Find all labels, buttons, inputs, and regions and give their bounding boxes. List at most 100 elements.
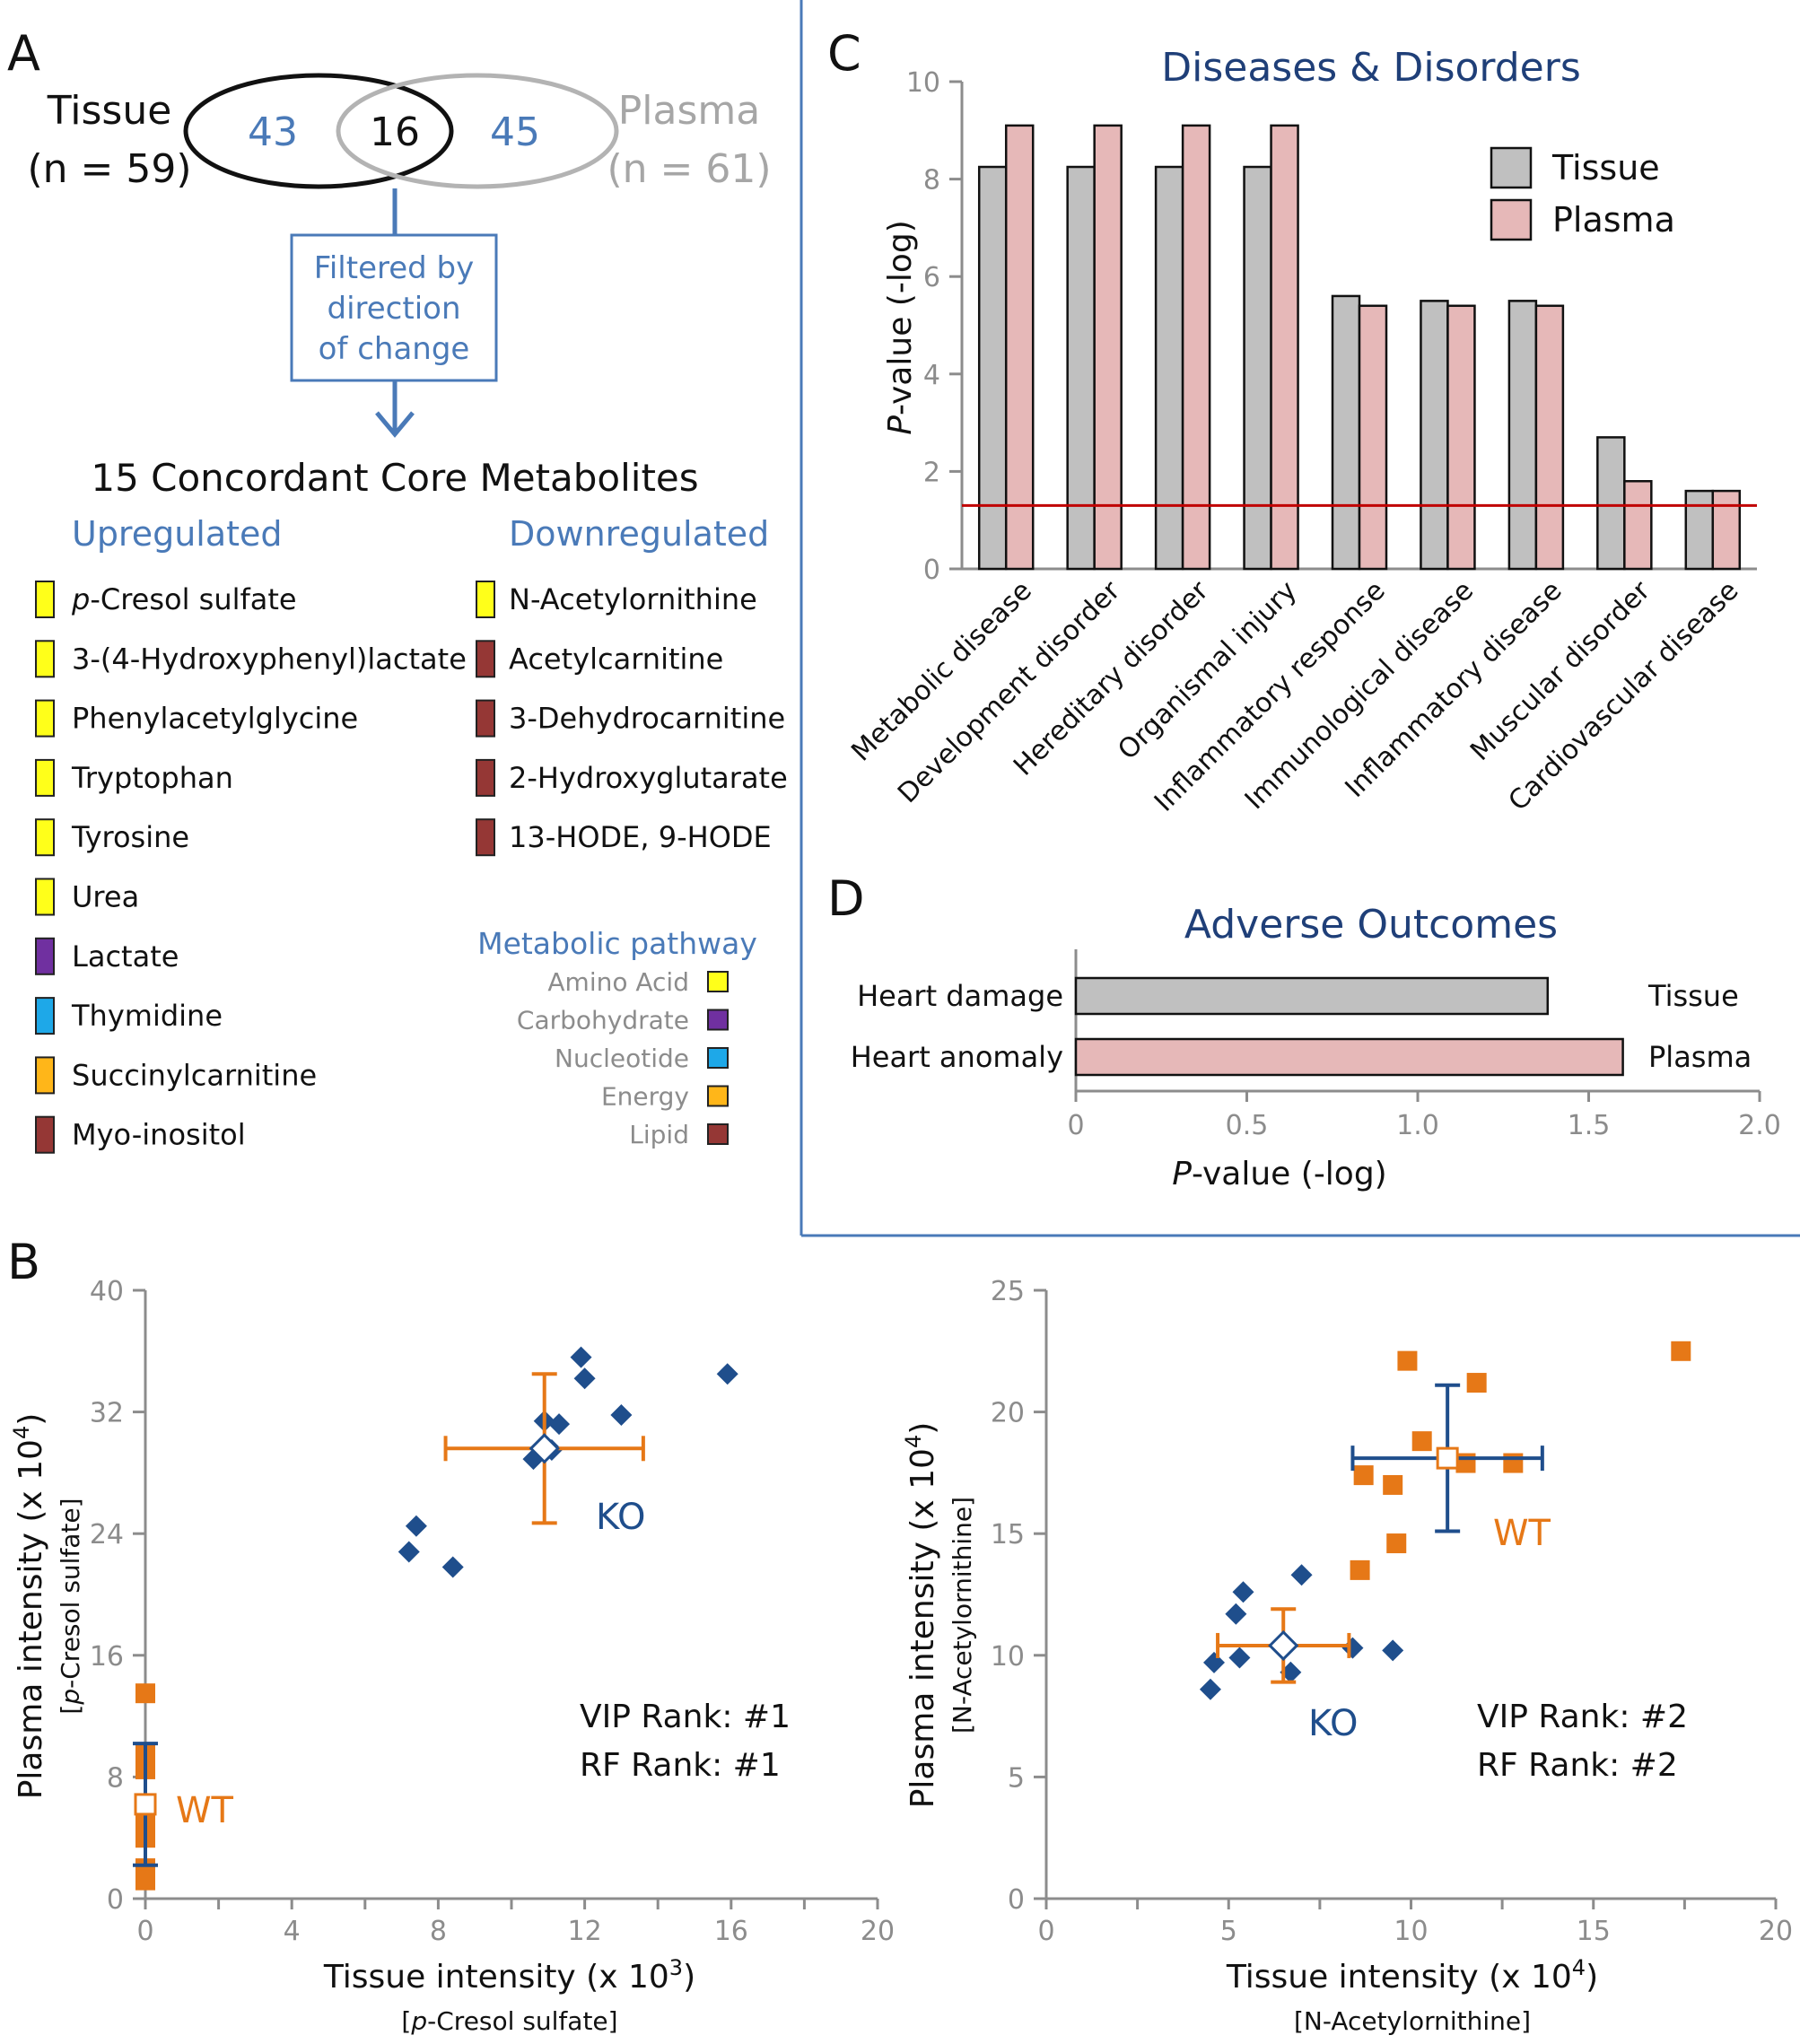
pathway-legend-label: Amino Acid [547,967,689,997]
ko-data-point [570,1346,592,1368]
bar-tissue [1066,165,1096,571]
vip-rank-label: VIP Rank: #1 [580,1699,791,1735]
wt-data-point [1671,1341,1691,1361]
y-tick-label: 24 [90,1519,124,1550]
wt-mean-marker [134,1793,157,1816]
pathway-legend-swatch [707,971,729,992]
pathway-swatch [35,758,55,797]
pathway-legend: Amino Acid Carbohydrate Nucleotide Energy Li… [517,967,729,1149]
ko-data-point [1232,1581,1254,1603]
x-tick-label: 1.5 [1568,1110,1611,1141]
ko-group-label: KO [1308,1703,1359,1744]
bar-plasma [1181,124,1211,571]
y-tick-label: 16 [90,1641,124,1673]
x-tick-label: 0.5 [1226,1110,1269,1141]
upregulated-metabolite: p-Cresol sulfate [71,582,297,616]
downregulated-list: N-Acetylornithine Acetylcarnitine 3-Dehydr… [476,581,788,857]
chart-b-right-xsub: [N-Acetylornithine] [1294,2006,1531,2036]
venn-left-n: (n = 59) [27,146,191,192]
chart-d-plot: 0 0.5 1.0 1.5 2.0 Heart damage Tissue Heart ano… [851,949,1781,1141]
venn-tissue-only-count: 43 [248,109,298,155]
venn-plasma-circle [336,73,619,189]
upregulated-metabolite: Succinylcarnitine [72,1058,317,1092]
venn-tissue-circle [183,73,454,189]
filter-box [290,233,498,382]
pathway-legend-label: Lipid [629,1120,689,1149]
chart-c-ylabel: P-value (-log) [882,220,919,434]
pathway-legend-swatch [707,1123,729,1145]
downregulated-metabolite: N-Acetylornithine [509,582,757,616]
upregulated-metabolite: 3-(4-Hydroxyphenyl)lactate [72,642,467,676]
downregulated-metabolite: Acetylcarnitine [509,642,723,676]
hbar-category-label: Heart damage [857,979,1063,1013]
hbar-series-label: Plasma [1648,1040,1752,1074]
hbar-tissue [1074,976,1550,1016]
pathway-swatch [476,581,495,618]
ko-group-label: KO [596,1497,646,1538]
vip-rank-label: VIP Rank: #2 [1477,1699,1688,1735]
pathway-legend-heading: Metabolic pathway [477,926,757,961]
y-tick-label: 0 [1008,1884,1025,1916]
bar-tissue [1154,165,1184,571]
x-tick-label: 16 [714,1916,748,1947]
venn-left-name: Tissue [47,88,172,134]
chart-b-right-ylabel: Plasma intensity (x 104) [901,1422,941,1809]
pathway-legend-label: Carbohydrate [517,1006,689,1035]
bar-tissue [1243,165,1272,571]
ko-data-point [1341,1637,1364,1659]
chart-b-left-plot: 0 8 16 24 32 40 0 4 8 12 16 20 KO WT VIP Rank: #1 RF Ra… [90,1276,895,1947]
wt-data-point [1466,1373,1487,1393]
pathway-swatch [476,699,495,738]
y-tick-label: 6 [923,262,940,293]
panel-b: B 0 8 16 24 32 40 0 4 8 12 16 20 KO WT VIP Rank: #1 RF … [7,1234,1793,2036]
ko-data-point [1280,1661,1302,1683]
y-tick-label: 25 [991,1276,1025,1307]
panel-letter-a: A [7,25,40,82]
ko-data-point [716,1363,738,1385]
bar-plasma [1270,124,1299,571]
downregulated-metabolite: 2-Hydroxyglutarate [509,761,788,795]
pathway-swatch [35,937,55,975]
panel-a: A Tissue (n = 59) Plasma (n = 61) 43 16 … [7,25,788,1154]
legend-swatch-plasma [1490,198,1533,241]
y-tick-label: 8 [107,1762,124,1794]
bar-plasma [1446,304,1476,571]
upregulated-list: p-Cresol sulfate 3-(4-Hydroxyphenyl)lacta… [35,581,467,1154]
wt-group-label: WT [1493,1513,1551,1554]
venn-right-n: (n = 61) [607,146,771,192]
x-tick-label: 20 [861,1916,895,1947]
bar-tissue [1507,300,1538,571]
panel-d: D Adverse Outcomes 0 0.5 1.0 1.5 2.0 Heart da… [827,870,1781,1192]
wt-data-point [1503,1453,1524,1473]
pathway-swatch [35,1056,55,1095]
panel-letter-d: D [827,870,865,927]
ko-data-point [441,1556,464,1578]
wt-mean-marker [1436,1446,1459,1470]
legend-label: Tissue [1551,148,1660,188]
x-tick-label: 12 [568,1916,602,1947]
pathway-legend-label: Energy [601,1082,689,1112]
y-tick-label: 15 [991,1519,1025,1550]
pathway-swatch [35,640,55,678]
upregulated-heading: Upregulated [72,514,283,554]
chart-b-left-ylabel: Plasma intensity (x 104) [9,1413,49,1800]
upregulated-metabolite: Lactate [72,939,179,974]
y-tick-label: 5 [1008,1762,1025,1794]
ko-data-point [573,1367,596,1390]
wt-data-point [1455,1453,1476,1473]
downregulated-heading: Downregulated [509,514,769,554]
ko-data-point [1225,1603,1247,1625]
panel-letter-c: C [827,25,861,82]
x-tick-label: 15 [1577,1916,1611,1947]
pathway-legend-swatch [707,1047,729,1069]
wt-data-point [1383,1474,1403,1495]
wt-data-point [1386,1533,1407,1554]
ko-data-point [1199,1678,1221,1700]
chart-b-right-xlabel: Tissue intensity (x 104) [1226,1955,1598,1996]
chart-b-left-ysub: [p-Cresol sulfate] [56,1498,85,1714]
ko-data-point [398,1541,420,1563]
x-tick-label: 10 [1394,1916,1428,1947]
ko-data-point [405,1515,427,1537]
pathway-swatch [476,640,495,678]
upregulated-metabolite: Phenylacetylglycine [72,702,358,736]
